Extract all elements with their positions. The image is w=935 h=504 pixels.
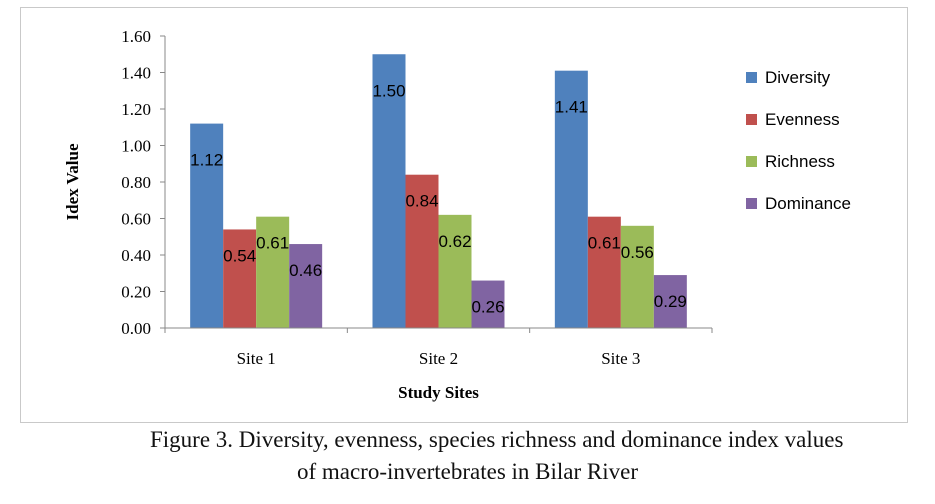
y-tick-label: 1.00 bbox=[121, 137, 151, 156]
bar-evenness bbox=[223, 229, 257, 328]
data-label: 0.62 bbox=[438, 232, 471, 251]
data-label: 0.54 bbox=[223, 246, 256, 265]
data-label: 0.56 bbox=[621, 243, 654, 262]
caption-line-1: Figure 3. Diversity, evenness, species r… bbox=[150, 427, 844, 452]
bar-richness bbox=[620, 225, 654, 328]
legend-label: Diversity bbox=[765, 68, 831, 87]
y-tick-label: 1.20 bbox=[121, 100, 151, 119]
bar-dominance bbox=[289, 244, 323, 328]
data-label: 0.26 bbox=[471, 298, 504, 317]
data-label: 0.61 bbox=[256, 234, 289, 253]
bar-richness bbox=[256, 216, 290, 328]
x-axis-title: Study Sites bbox=[398, 383, 479, 402]
data-label: 0.29 bbox=[654, 292, 687, 311]
bar-dominance bbox=[471, 280, 505, 328]
data-label: 1.12 bbox=[190, 151, 223, 170]
bar-evenness bbox=[405, 174, 439, 328]
legend-label: Dominance bbox=[765, 194, 851, 213]
legend-label: Evenness bbox=[765, 110, 840, 129]
data-label: 1.41 bbox=[555, 98, 588, 117]
y-tick-label: 1.40 bbox=[121, 64, 151, 83]
data-label: 0.46 bbox=[289, 261, 322, 280]
bar-diversity bbox=[554, 70, 588, 329]
y-tick-label: 1.60 bbox=[121, 27, 151, 46]
legend-label: Richness bbox=[765, 152, 835, 171]
y-tick-label: 0.00 bbox=[121, 319, 151, 338]
data-label: 1.50 bbox=[372, 81, 405, 100]
legend-swatch bbox=[746, 114, 757, 125]
bar-dominance bbox=[653, 275, 687, 328]
y-axis-title: Idex Value bbox=[63, 143, 82, 220]
x-tick-label: Site 1 bbox=[237, 349, 276, 368]
y-tick-label: 0.60 bbox=[121, 210, 151, 229]
legend-swatch bbox=[746, 156, 757, 167]
chart-frame bbox=[20, 7, 908, 423]
bar-diversity bbox=[372, 54, 406, 328]
bar-evenness bbox=[587, 216, 621, 328]
y-tick-label: 0.20 bbox=[121, 283, 151, 302]
bar-diversity bbox=[190, 123, 224, 328]
y-tick-label: 0.80 bbox=[121, 173, 151, 192]
bar-richness bbox=[438, 214, 472, 328]
bar-chart: 0.00 0.20 0.40 0.60 0.80 1.00 1.20 1.40 1.60 1.12… bbox=[63, 27, 851, 402]
data-label: 0.84 bbox=[405, 192, 438, 211]
legend-swatch bbox=[746, 198, 757, 209]
caption-line-2: of macro-invertebrates in Bilar River bbox=[296, 459, 639, 484]
data-label: 0.61 bbox=[588, 234, 621, 253]
figure-caption: Figure 3. Diversity, evenness, species r… bbox=[0, 424, 935, 488]
x-tick-label: Site 2 bbox=[419, 349, 458, 368]
legend-swatch bbox=[746, 72, 757, 83]
y-tick-label: 0.40 bbox=[121, 246, 151, 265]
x-tick-label: Site 3 bbox=[601, 349, 640, 368]
